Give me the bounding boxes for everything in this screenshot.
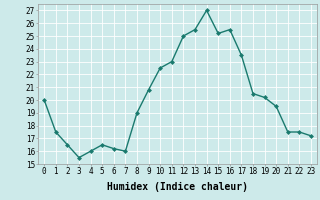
- X-axis label: Humidex (Indice chaleur): Humidex (Indice chaleur): [107, 182, 248, 192]
